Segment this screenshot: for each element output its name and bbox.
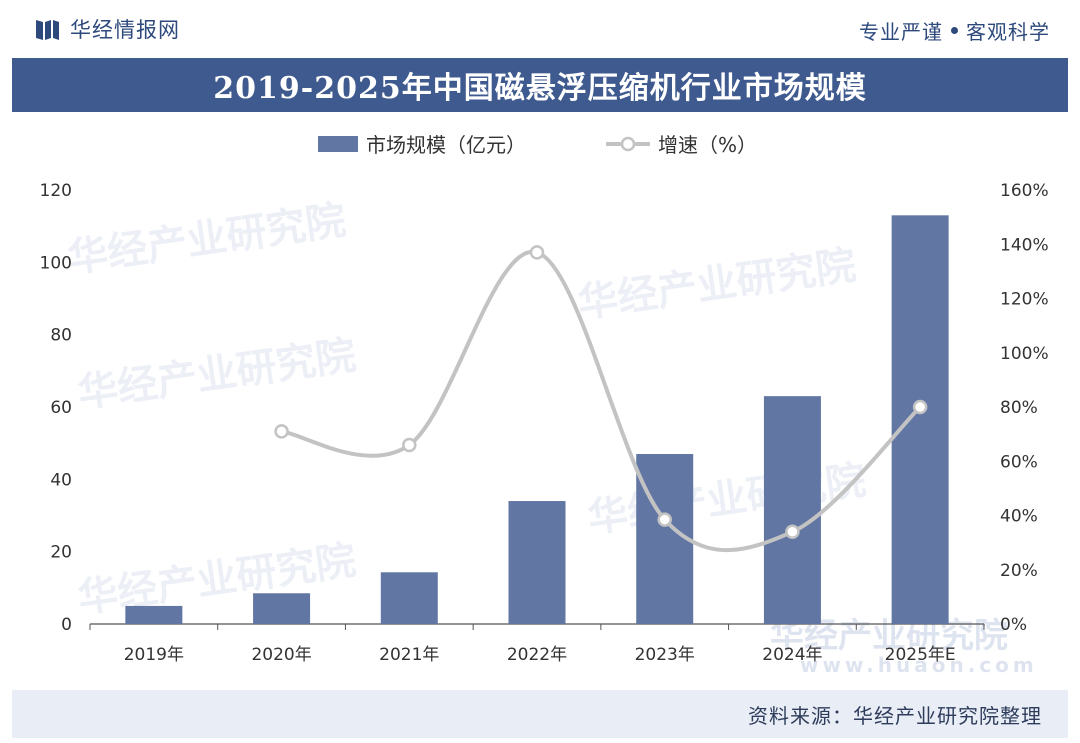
bar xyxy=(380,572,438,624)
x-tick-label: 2021年 xyxy=(379,645,439,665)
watermark-text: 华经产业研究院 xyxy=(75,537,359,622)
legend-bar-swatch xyxy=(318,136,358,152)
y-left-tick-label: 40 xyxy=(50,470,72,490)
slogan-dot-icon xyxy=(951,27,958,34)
slogan-right: 客观科学 xyxy=(966,20,1050,44)
watermark-text: 华经产业研究院 xyxy=(65,197,349,282)
growth-point xyxy=(912,399,928,415)
legend-bar-label: 市场规模（亿元） xyxy=(366,133,526,157)
y-right-tick-label: 140% xyxy=(1000,235,1049,255)
x-tick-label: 2020年 xyxy=(251,645,311,665)
source-note: 资料来源：华经产业研究院整理 xyxy=(748,704,1042,728)
page-header: 华经情报网 专业严谨 客观科学 xyxy=(0,0,1080,58)
bar xyxy=(763,396,821,624)
slogan-left: 专业严谨 xyxy=(859,20,943,44)
growth-point xyxy=(657,512,672,527)
bar xyxy=(253,593,311,624)
slogan: 专业严谨 客观科学 xyxy=(859,16,1050,45)
axes: 0 20 40 60 80 100 120 0% 20% 40% 60% 80% 100% 120% 140… xyxy=(40,181,1049,665)
chart-title-bar: 2019-2025年中国磁悬浮压缩机行业市场规模 xyxy=(12,58,1068,112)
y-right-tick-label: 60% xyxy=(1000,452,1038,472)
legend-line-marker xyxy=(620,136,636,152)
x-tick-label: 2024年 xyxy=(762,645,822,665)
growth-point xyxy=(529,245,545,260)
growth-point xyxy=(274,424,289,439)
brand-name: 华经情报网 xyxy=(70,18,180,42)
page-footer: 资料来源：华经产业研究院整理 xyxy=(12,690,1068,738)
y-left-tick-label: 0 xyxy=(61,615,72,635)
brand-logo-icon xyxy=(36,20,59,40)
brand: 华经情报网 xyxy=(34,14,180,44)
y-left-tick-label: 20 xyxy=(50,543,72,563)
growth-point xyxy=(785,524,800,540)
y-right-tick-label: 20% xyxy=(1000,561,1038,581)
bar xyxy=(891,215,949,625)
watermark-url: www.huaon.com xyxy=(800,653,1038,677)
chart: 华经产业研究院华经产业研究院华经产业研究院华经产业研究院华经产业研究院华经产业研… xyxy=(40,133,1049,677)
watermark-text: 华经产业研究院 xyxy=(575,242,859,327)
legend-line-label: 增速（%） xyxy=(658,133,757,157)
y-left-tick-label: 120 xyxy=(40,181,72,201)
y-right-tick-label: 160% xyxy=(1000,181,1049,201)
x-tick-label: 2019年 xyxy=(124,645,184,665)
growth-point xyxy=(402,437,417,453)
y-left-tick-label: 60 xyxy=(50,398,72,418)
x-tick-label: 2022年 xyxy=(507,645,567,665)
chart-title: 2019-2025年中国磁悬浮压缩机行业市场规模 xyxy=(213,71,867,106)
y-right-tick-label: 0% xyxy=(1000,615,1027,635)
y-right-tick-label: 100% xyxy=(1000,344,1049,364)
y-right-tick-label: 80% xyxy=(1000,398,1038,418)
y-right-tick-label: 40% xyxy=(1000,507,1038,527)
bar xyxy=(636,454,694,624)
y-right-tick-label: 120% xyxy=(1000,290,1049,310)
watermark-text: 华经产业研究院 xyxy=(585,457,869,542)
y-left-tick-label: 100 xyxy=(40,253,72,273)
x-tick-label: 2025年E xyxy=(885,645,956,665)
y-left-tick-label: 80 xyxy=(50,326,72,346)
legend: 市场规模（亿元） 增速（%） xyxy=(318,133,757,157)
line-series xyxy=(274,245,928,553)
bar-series xyxy=(125,215,949,625)
bar xyxy=(508,501,566,624)
bar xyxy=(125,605,183,624)
watermark-text: 华经产业研究院 xyxy=(75,332,359,417)
x-tick-label: 2023年 xyxy=(635,645,695,665)
